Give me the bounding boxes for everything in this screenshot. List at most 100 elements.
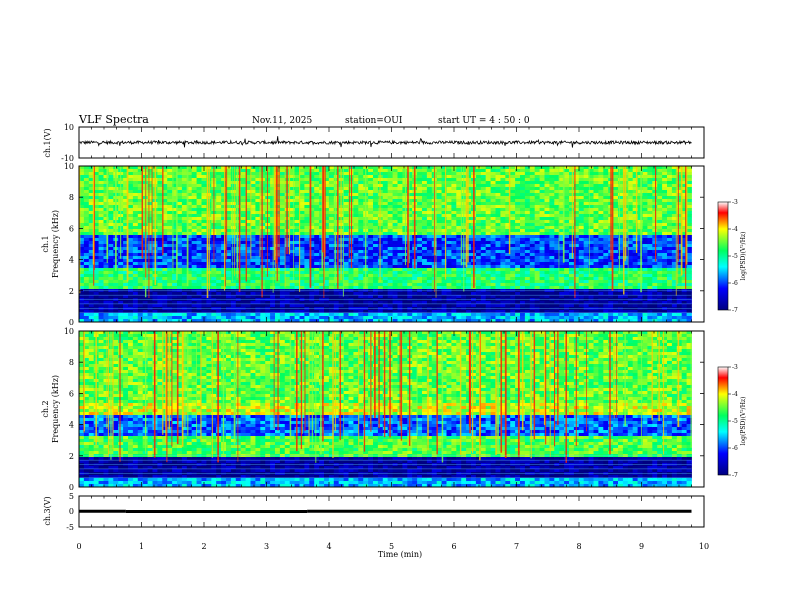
spectrogram-cell <box>314 283 320 287</box>
spectrogram-cell <box>392 214 398 218</box>
spectrogram-cell <box>515 214 521 218</box>
spectrogram-cell <box>328 196 335 200</box>
spectrogram-cell <box>436 295 442 299</box>
spectrogram-cell <box>103 313 109 317</box>
spectrogram-cell <box>407 283 413 287</box>
spectrogram-cell <box>358 208 364 212</box>
spectrogram-cell <box>226 295 232 299</box>
spectrogram-cell <box>93 205 99 209</box>
spectrogram-cell <box>181 238 188 242</box>
spectrogram-cell <box>245 313 251 317</box>
spectrogram-cell <box>245 271 251 275</box>
spectrogram-cell <box>83 190 90 194</box>
spectrogram-cell <box>93 292 99 296</box>
spectrogram-cell <box>466 271 472 275</box>
spectrogram-cell <box>235 220 242 224</box>
spectrogram-cell <box>128 175 134 179</box>
spectrogram-cell <box>485 274 491 278</box>
spectrogram-cell <box>181 292 188 296</box>
spectrogram-cell <box>162 313 168 317</box>
spectrogram-cell <box>358 187 364 191</box>
spectrogram-cell <box>368 229 374 233</box>
spectrogram-cell <box>294 220 300 224</box>
spectrogram-cell <box>520 211 526 215</box>
spectrogram-cell <box>167 223 173 227</box>
spectrogram-cell <box>441 280 447 284</box>
spectrogram-cell <box>186 220 193 224</box>
spectrogram-cell <box>446 190 452 194</box>
spectrogram-cell <box>157 190 163 194</box>
spectrogram-cell <box>436 253 442 257</box>
spectrogram-cell <box>191 175 197 179</box>
spectrogram-cell <box>485 214 491 218</box>
spectrogram-cell <box>201 268 207 272</box>
spectrogram-cell <box>196 286 202 290</box>
spectrogram-cell <box>147 244 153 248</box>
spectrogram-cell <box>304 217 310 221</box>
spectrogram-cell <box>314 295 320 299</box>
spectrogram-cell <box>221 229 227 233</box>
spectrogram-cell <box>539 277 545 281</box>
spectrogram-cell <box>490 262 496 266</box>
spectrogram-cell <box>123 295 129 299</box>
spectrogram-cell <box>279 214 286 218</box>
spectrogram-cell <box>201 172 207 176</box>
spectrogram-cell <box>201 250 207 254</box>
spectrogram-cell <box>466 262 472 266</box>
spectrogram-cell <box>510 262 516 266</box>
spectrogram-cell <box>343 280 349 284</box>
spectrogram-cell <box>466 316 472 320</box>
spectrogram-cell <box>466 259 472 263</box>
spectrogram-cell <box>353 295 359 299</box>
spectrogram-cell <box>515 307 521 311</box>
spectrogram-cell <box>279 217 286 221</box>
spectrogram-cell <box>83 250 90 254</box>
spectrogram-cell <box>377 217 384 221</box>
spectrogram-cell <box>441 307 447 311</box>
spectrogram-cell <box>353 319 359 322</box>
spectrogram-cell <box>544 166 550 170</box>
spectrogram-cell <box>157 283 163 287</box>
spectrogram-cell <box>466 274 472 278</box>
spectrogram-cell <box>147 310 153 314</box>
spectrogram-cell <box>382 271 389 275</box>
spectrogram-cell <box>157 199 163 203</box>
spectrogram-cell <box>79 223 85 227</box>
spectrogram-cell <box>515 232 521 236</box>
spectrogram-cell <box>240 232 246 236</box>
spectrogram-cell <box>510 265 516 269</box>
spectrogram-cell <box>500 316 506 320</box>
spectrogram-cell <box>230 259 237 263</box>
spectrogram-cell <box>348 313 354 317</box>
spectrogram-cell <box>186 187 193 191</box>
spectrogram-cell <box>279 295 286 299</box>
spectrogram-cell <box>235 268 242 272</box>
spectrogram-cell <box>446 169 452 173</box>
spectrogram-cell <box>456 250 462 254</box>
spectrogram-cell <box>279 256 286 260</box>
spectrogram-cell <box>177 220 183 224</box>
spectrogram-cell <box>456 319 462 322</box>
spectrogram-cell <box>505 187 511 191</box>
spectrogram-cell <box>309 208 315 212</box>
spectrogram-cell <box>397 190 403 194</box>
spectrogram-cell <box>167 175 173 179</box>
spectrogram-cell <box>348 295 354 299</box>
spectrogram-cell <box>466 304 472 308</box>
spectrogram-cell <box>490 208 496 212</box>
spectrogram-cell <box>456 172 462 176</box>
spectrogram-cell <box>338 286 344 290</box>
spectrogram-cell <box>485 286 491 290</box>
spectrogram-cell <box>475 208 482 212</box>
spectrogram-cell <box>245 265 251 269</box>
spectrogram-cell <box>83 208 90 212</box>
spectrogram-cell <box>250 169 256 173</box>
spectrogram-cell <box>358 319 364 322</box>
spectrogram-cell <box>294 307 300 311</box>
spectrogram-cell <box>505 190 511 194</box>
spectrogram-cell <box>510 184 516 188</box>
spectrogram-cell <box>201 313 207 317</box>
spectrogram-cell <box>216 268 222 272</box>
spectrogram-cell <box>436 199 442 203</box>
spectrogram-cell <box>431 310 438 314</box>
